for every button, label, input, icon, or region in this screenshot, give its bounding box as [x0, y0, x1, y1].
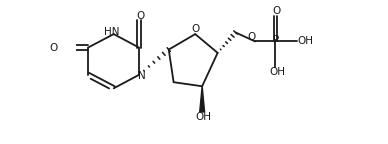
Polygon shape — [200, 86, 204, 112]
Text: O: O — [192, 24, 200, 34]
Text: OH: OH — [298, 36, 314, 46]
Text: N: N — [138, 71, 146, 81]
Text: O: O — [273, 6, 281, 16]
Text: OH: OH — [196, 112, 212, 122]
Text: O: O — [50, 43, 58, 53]
Text: P: P — [273, 35, 279, 45]
Text: O: O — [247, 32, 255, 42]
Text: O: O — [137, 11, 145, 21]
Text: HN: HN — [104, 27, 120, 37]
Text: OH: OH — [269, 67, 285, 77]
